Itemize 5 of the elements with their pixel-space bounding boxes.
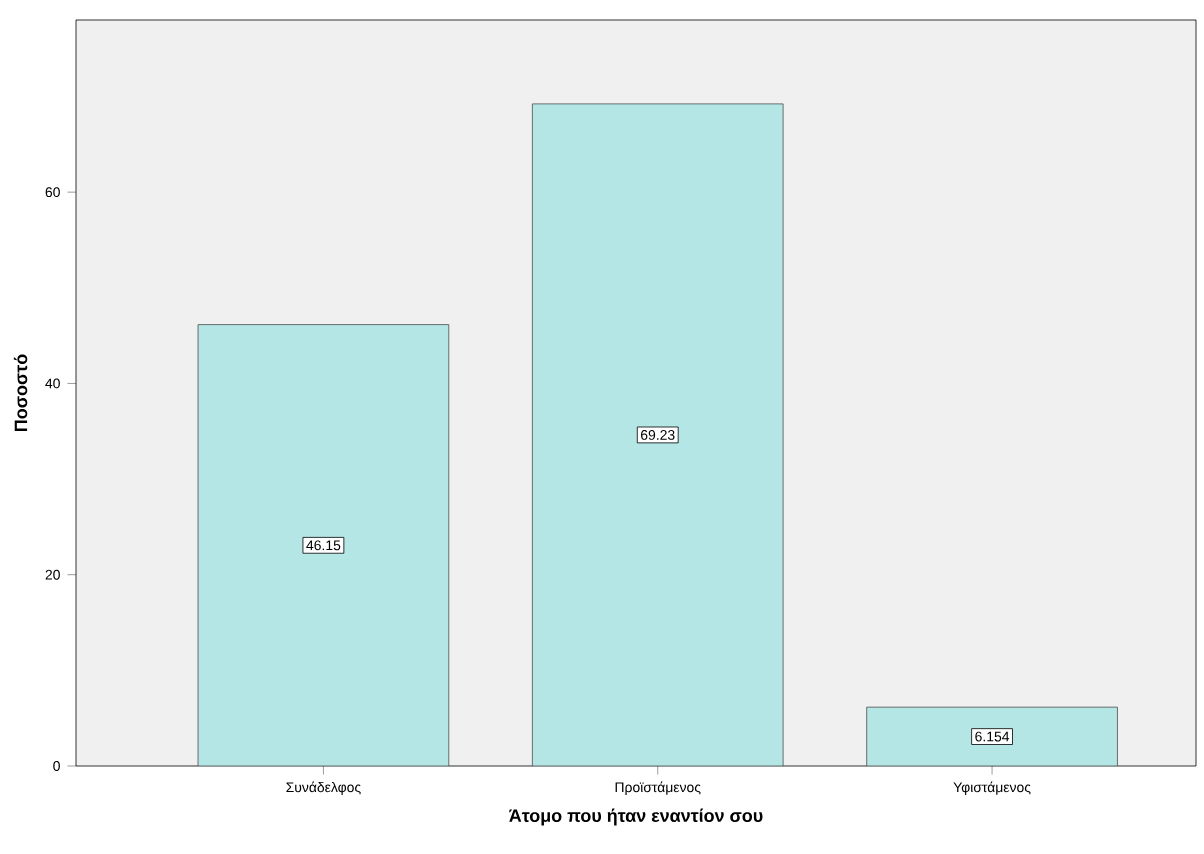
- y-axis-title: Ποσοστό: [13, 354, 28, 431]
- bar: [197, 324, 450, 766]
- bar: [532, 103, 784, 766]
- x-axis-title: Άτομο που ήταν εναντίον σου: [509, 808, 763, 826]
- bar: [866, 706, 1118, 766]
